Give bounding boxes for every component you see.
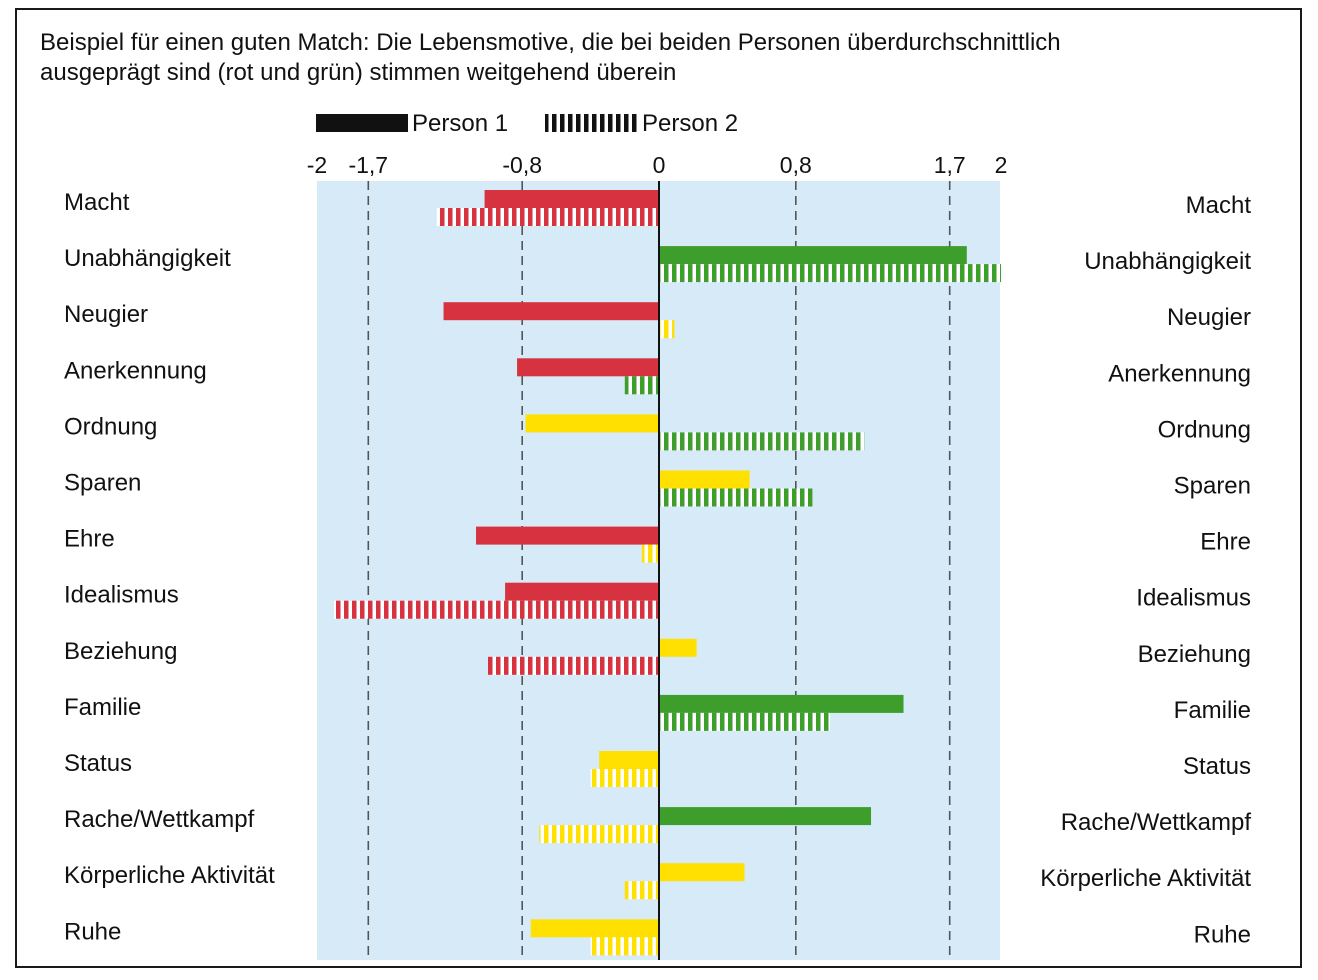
legend-label-person1: Person 1 xyxy=(412,110,508,137)
bar-person1-3 xyxy=(517,358,659,377)
category-label-right: Rache/Wettkampf xyxy=(1061,809,1252,836)
category-label-left: Idealismus xyxy=(64,582,179,609)
bar-person1-7 xyxy=(505,582,659,601)
category-label-left: Ordnung xyxy=(64,413,157,440)
legend: Person 1 Person 2 xyxy=(316,110,738,137)
bar-person1-4 xyxy=(525,414,659,433)
category-label-left: Status xyxy=(64,750,132,777)
category-label-left: Macht xyxy=(64,189,130,216)
category-label-right: Ordnung xyxy=(1158,416,1251,443)
category-label-right: Neugier xyxy=(1167,304,1251,331)
x-tick-label: -2 xyxy=(307,152,327,178)
category-label-right: Unabhängigkeit xyxy=(1084,248,1251,275)
category-labels-left: Macht Unabhängigkeit Neugier Anerkennung Ord… xyxy=(64,189,275,945)
bar-person2-3 xyxy=(624,376,659,395)
category-label-left: Beziehung xyxy=(64,638,177,665)
bar-person2-1 xyxy=(659,264,1001,283)
bar-person2-9 xyxy=(659,712,830,731)
x-tick-labels: -2 -1,7 -0,8 0 0,8 1,7 2 xyxy=(307,152,1008,178)
category-label-left: Ruhe xyxy=(64,918,121,945)
bar-person2-12 xyxy=(624,881,659,900)
chart-title-line-1: Beispiel für einen guten Match: Die Lebe… xyxy=(40,29,1061,56)
category-label-right: Idealismus xyxy=(1136,585,1251,612)
bar-person2-8 xyxy=(488,656,659,675)
x-tick-label: 1,7 xyxy=(934,152,966,178)
bar-person1-9 xyxy=(659,694,904,713)
category-label-left: Anerkennung xyxy=(64,357,207,384)
bar-person2-5 xyxy=(659,488,813,507)
bar-person1-1 xyxy=(659,246,967,265)
legend-swatch-striped xyxy=(545,114,637,132)
category-label-right: Anerkennung xyxy=(1108,360,1251,387)
bar-person1-10 xyxy=(599,751,659,769)
category-label-right: Macht xyxy=(1186,192,1252,219)
bars xyxy=(334,190,1001,956)
bar-person2-6 xyxy=(641,544,659,563)
chart-title: Beispiel für einen guten Match: Die Lebe… xyxy=(40,28,1240,88)
category-label-left: Sparen xyxy=(64,470,141,497)
bar-person2-2 xyxy=(659,320,675,339)
x-tick-label: -1,7 xyxy=(348,152,388,178)
bar-person1-2 xyxy=(443,302,659,321)
bar-person1-5 xyxy=(659,470,750,489)
bar-person2-13 xyxy=(590,937,659,956)
bar-person2-4 xyxy=(659,432,865,451)
chart-title-line-2: ausgeprägt sind (rot und grün) stimmen w… xyxy=(40,59,677,86)
bar-person2-7 xyxy=(334,600,659,619)
bar-person1-6 xyxy=(476,526,659,545)
x-tick-label: -0,8 xyxy=(502,152,542,178)
category-labels-right: Macht Unabhängigkeit Neugier Anerkennung Ord… xyxy=(1040,192,1251,948)
bar-person1-8 xyxy=(659,638,697,657)
category-label-right: Status xyxy=(1183,753,1251,780)
category-label-right: Ehre xyxy=(1200,529,1251,556)
category-label-left: Rache/Wettkampf xyxy=(64,806,255,833)
category-label-right: Familie xyxy=(1174,697,1251,724)
legend-swatch-solid xyxy=(316,114,408,132)
category-label-left: Körperliche Aktivität xyxy=(64,862,275,889)
category-label-left: Familie xyxy=(64,694,141,721)
x-tick-label: 0 xyxy=(653,152,666,178)
category-label-right: Beziehung xyxy=(1138,641,1251,668)
bar-person2-10 xyxy=(590,769,659,787)
x-tick-label: 0,8 xyxy=(780,152,812,178)
reference-lines xyxy=(367,181,951,960)
legend-label-person2: Person 2 xyxy=(642,110,738,137)
category-label-right: Ruhe xyxy=(1194,921,1251,948)
bar-person1-13 xyxy=(530,919,659,938)
bar-person1-12 xyxy=(659,863,745,882)
bar-person2-0 xyxy=(436,208,659,226)
x-tick-label: 2 xyxy=(995,152,1008,178)
bar-person2-11 xyxy=(539,825,659,844)
category-label-right: Körperliche Aktivität xyxy=(1040,865,1251,892)
category-label-left: Neugier xyxy=(64,301,148,328)
bar-person1-11 xyxy=(659,807,872,826)
category-label-right: Sparen xyxy=(1174,473,1251,500)
category-label-left: Ehre xyxy=(64,526,115,553)
bar-person1-0 xyxy=(484,190,659,208)
category-label-left: Unabhängigkeit xyxy=(64,245,231,272)
